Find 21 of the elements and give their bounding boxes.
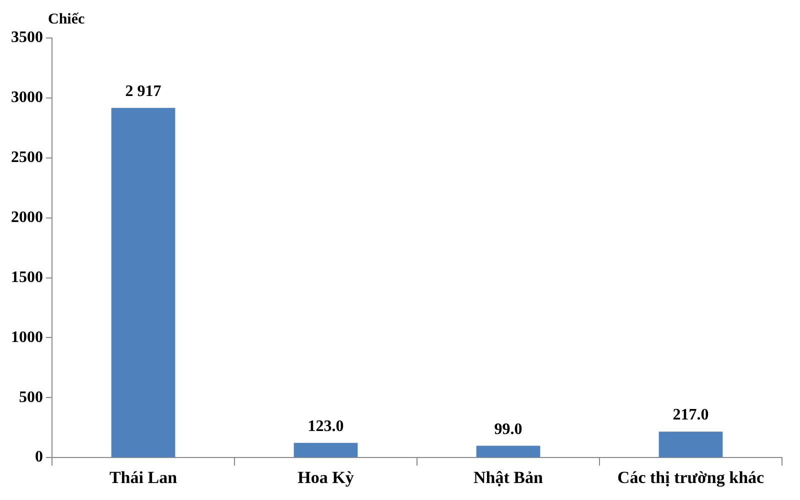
data-label: 123.0	[308, 418, 344, 435]
y-tick-label: 500	[19, 388, 43, 406]
bar	[294, 442, 358, 458]
y-tick-label: 3500	[11, 29, 43, 46]
y-tick-label: 1500	[11, 268, 43, 286]
x-tick-label: Hoa Kỳ	[298, 468, 354, 488]
x-tick-label: Các thị trường khác	[617, 468, 765, 488]
x-tick-label: Thái Lan	[109, 468, 178, 488]
bar	[658, 432, 723, 458]
bar	[476, 446, 540, 458]
data-label: 2 917	[125, 83, 162, 100]
data-label: 217.0	[672, 406, 709, 424]
y-tick-label: 0	[35, 448, 43, 466]
y-axis-title: Chiếc	[48, 11, 85, 28]
y-tick-label: 1000	[11, 328, 43, 346]
y-tick-label: 3000	[11, 89, 43, 106]
data-label: 99.0	[494, 420, 522, 438]
x-tick-label: Nhật Bản	[474, 468, 544, 488]
bar	[111, 108, 176, 458]
y-tick-label: 2500	[11, 149, 43, 166]
y-tick-label: 2000	[11, 208, 43, 226]
